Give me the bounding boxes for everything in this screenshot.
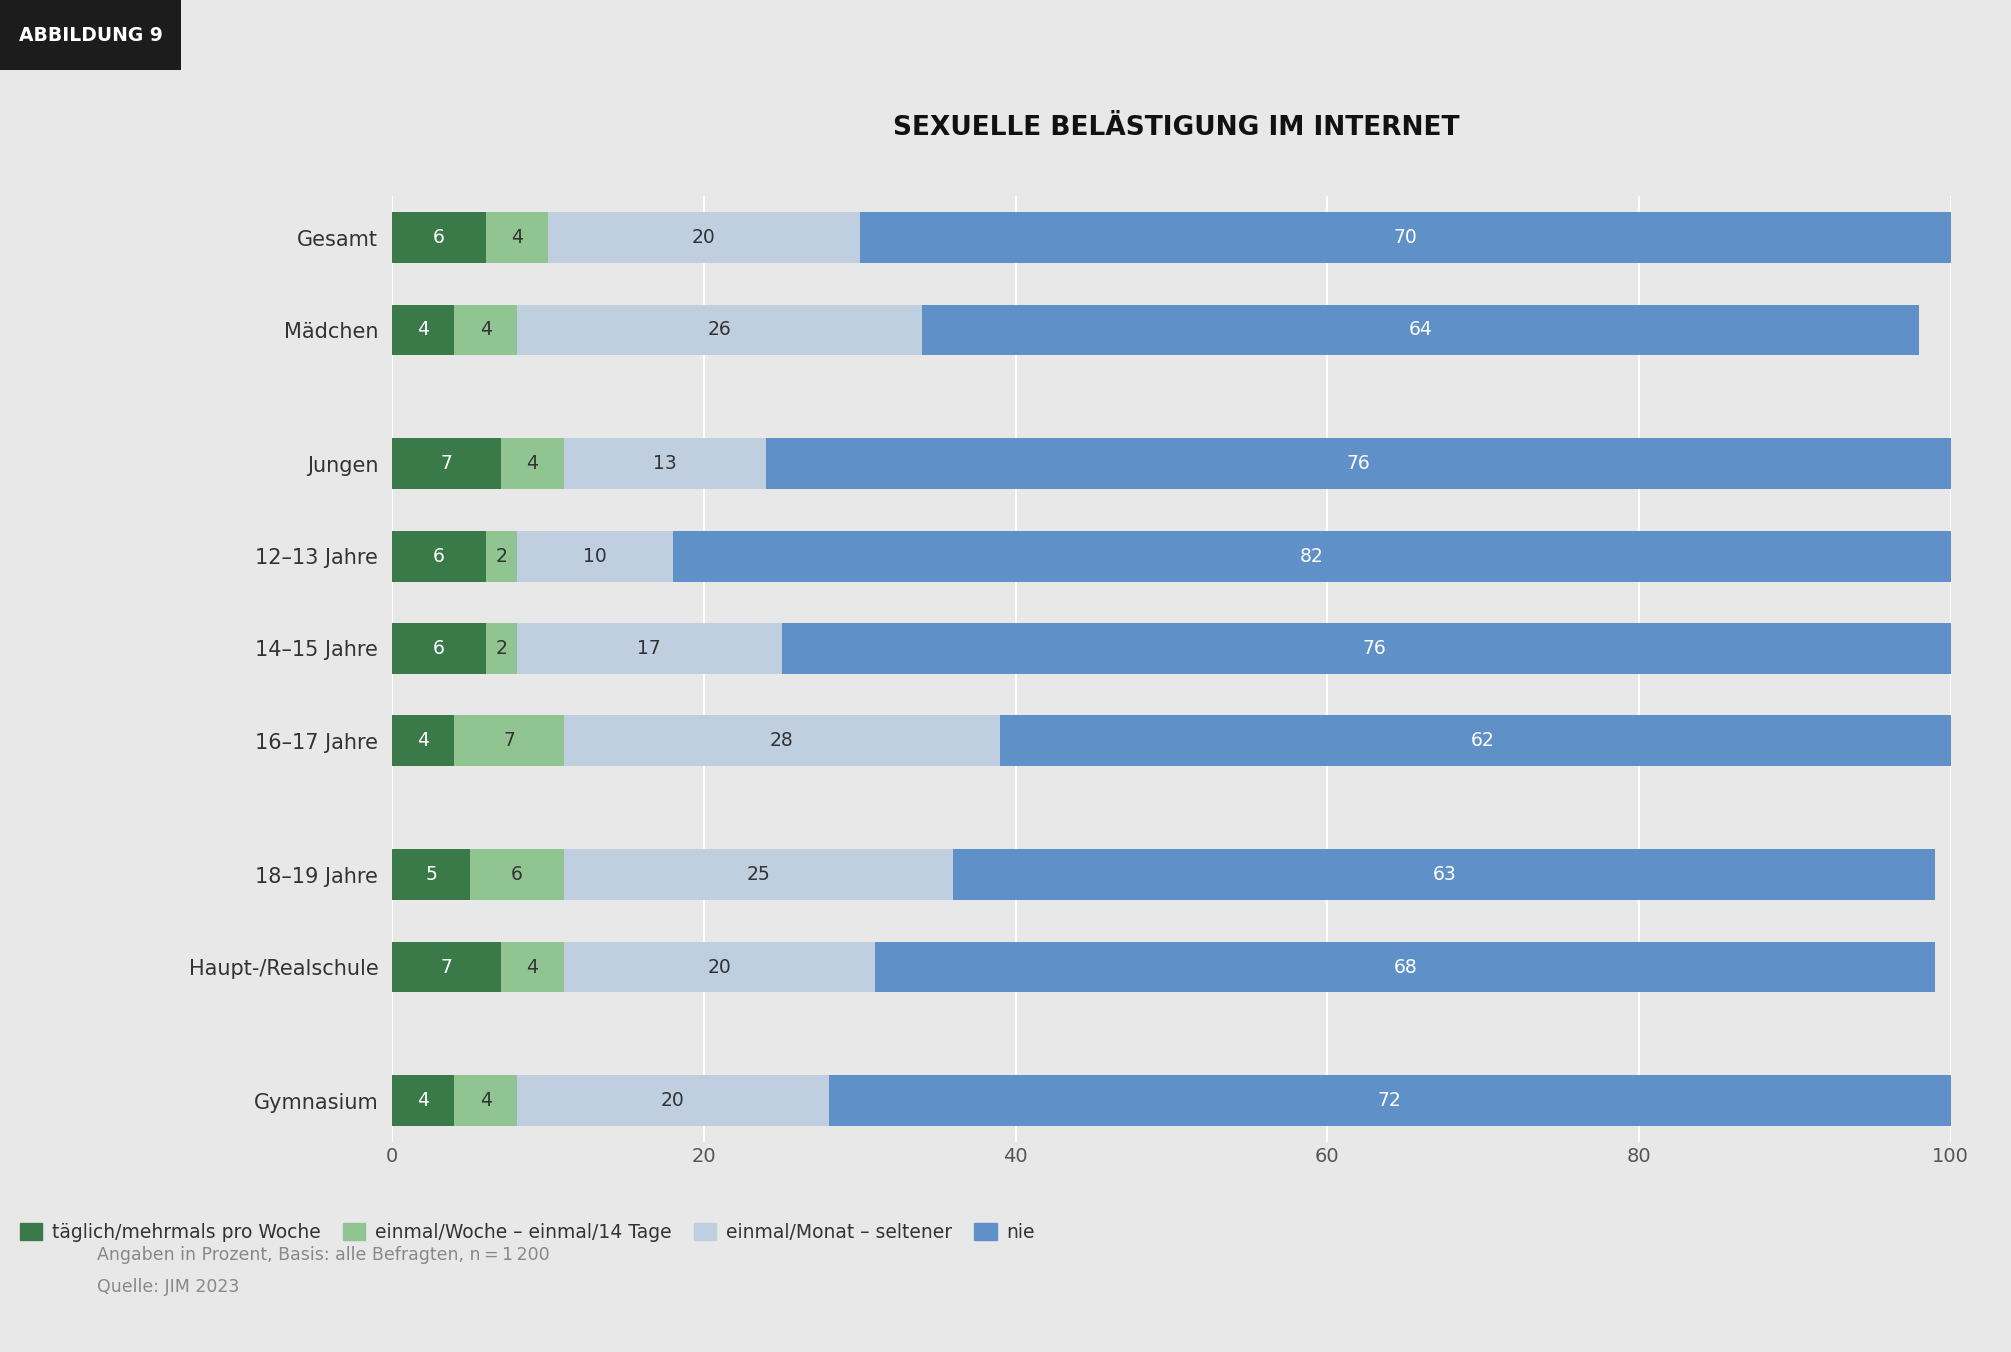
Bar — [454, 715, 563, 767]
Text: 20: 20 — [708, 957, 732, 976]
Bar — [517, 1075, 829, 1126]
Bar — [501, 941, 563, 992]
Text: 13: 13 — [654, 454, 678, 473]
Bar — [454, 1075, 517, 1126]
Bar — [392, 212, 487, 264]
Text: 4: 4 — [418, 1091, 428, 1110]
Bar — [563, 715, 999, 767]
Text: 17: 17 — [637, 639, 662, 658]
Bar — [392, 849, 471, 900]
Bar — [454, 304, 517, 356]
Bar — [829, 1075, 1951, 1126]
Bar — [859, 212, 1951, 264]
Bar — [953, 849, 1935, 900]
Text: 6: 6 — [511, 865, 523, 884]
Text: 10: 10 — [583, 546, 607, 565]
Text: 2: 2 — [495, 639, 507, 658]
Bar — [517, 623, 782, 673]
Text: 7: 7 — [440, 957, 452, 976]
Bar — [392, 623, 487, 673]
Bar — [487, 531, 517, 581]
Bar — [471, 849, 563, 900]
Text: 6: 6 — [432, 639, 444, 658]
Bar — [392, 1075, 454, 1126]
Text: 63: 63 — [1432, 865, 1456, 884]
Text: Angaben in Prozent, Basis: alle Befragten, n = 1 200: Angaben in Prozent, Basis: alle Befragte… — [97, 1245, 549, 1264]
Bar — [501, 438, 563, 489]
Bar — [392, 304, 454, 356]
Bar — [563, 438, 766, 489]
Bar — [392, 715, 454, 767]
Text: 4: 4 — [418, 320, 428, 339]
Text: 4: 4 — [527, 957, 539, 976]
Text: 5: 5 — [424, 865, 436, 884]
Bar — [875, 941, 1935, 992]
Text: 4: 4 — [481, 320, 491, 339]
Text: 6: 6 — [432, 546, 444, 565]
Bar — [766, 438, 1951, 489]
Bar — [487, 623, 517, 673]
Text: 28: 28 — [770, 731, 794, 750]
Text: 70: 70 — [1394, 228, 1418, 247]
Bar — [392, 438, 501, 489]
Text: 26: 26 — [708, 320, 732, 339]
Bar — [672, 531, 1951, 581]
Text: 76: 76 — [1347, 454, 1369, 473]
Bar — [921, 304, 1918, 356]
Text: 7: 7 — [440, 454, 452, 473]
Bar — [547, 212, 861, 264]
Text: 20: 20 — [662, 1091, 684, 1110]
Text: SEXUELLE BELÄSTIGUNG IM INTERNET: SEXUELLE BELÄSTIGUNG IM INTERNET — [893, 115, 1460, 142]
Bar — [517, 304, 921, 356]
Text: 82: 82 — [1299, 546, 1323, 565]
Text: 2: 2 — [495, 546, 507, 565]
Bar — [563, 941, 875, 992]
Bar — [392, 531, 487, 581]
Text: ABBILDUNG 9: ABBILDUNG 9 — [18, 26, 163, 45]
Bar — [487, 212, 547, 264]
Bar — [999, 715, 1967, 767]
Text: 6: 6 — [432, 228, 444, 247]
Text: 4: 4 — [527, 454, 539, 473]
Bar — [782, 623, 1967, 673]
Text: 4: 4 — [481, 1091, 491, 1110]
Text: 25: 25 — [746, 865, 770, 884]
Text: 4: 4 — [418, 731, 428, 750]
Legend: täglich/mehrmals pro Woche, einmal/Woche – einmal/14 Tage, einmal/Monat – selten: täglich/mehrmals pro Woche, einmal/Woche… — [20, 1224, 1036, 1242]
Text: 20: 20 — [692, 228, 716, 247]
Bar — [517, 531, 672, 581]
Text: 64: 64 — [1410, 320, 1432, 339]
Text: 7: 7 — [503, 731, 515, 750]
Text: 62: 62 — [1472, 731, 1494, 750]
Bar — [392, 941, 501, 992]
Text: 4: 4 — [511, 228, 523, 247]
Text: 76: 76 — [1361, 639, 1386, 658]
Text: Quelle: JIM 2023: Quelle: JIM 2023 — [97, 1278, 239, 1297]
Bar — [563, 849, 953, 900]
Text: 68: 68 — [1394, 957, 1418, 976]
Text: 72: 72 — [1378, 1091, 1402, 1110]
